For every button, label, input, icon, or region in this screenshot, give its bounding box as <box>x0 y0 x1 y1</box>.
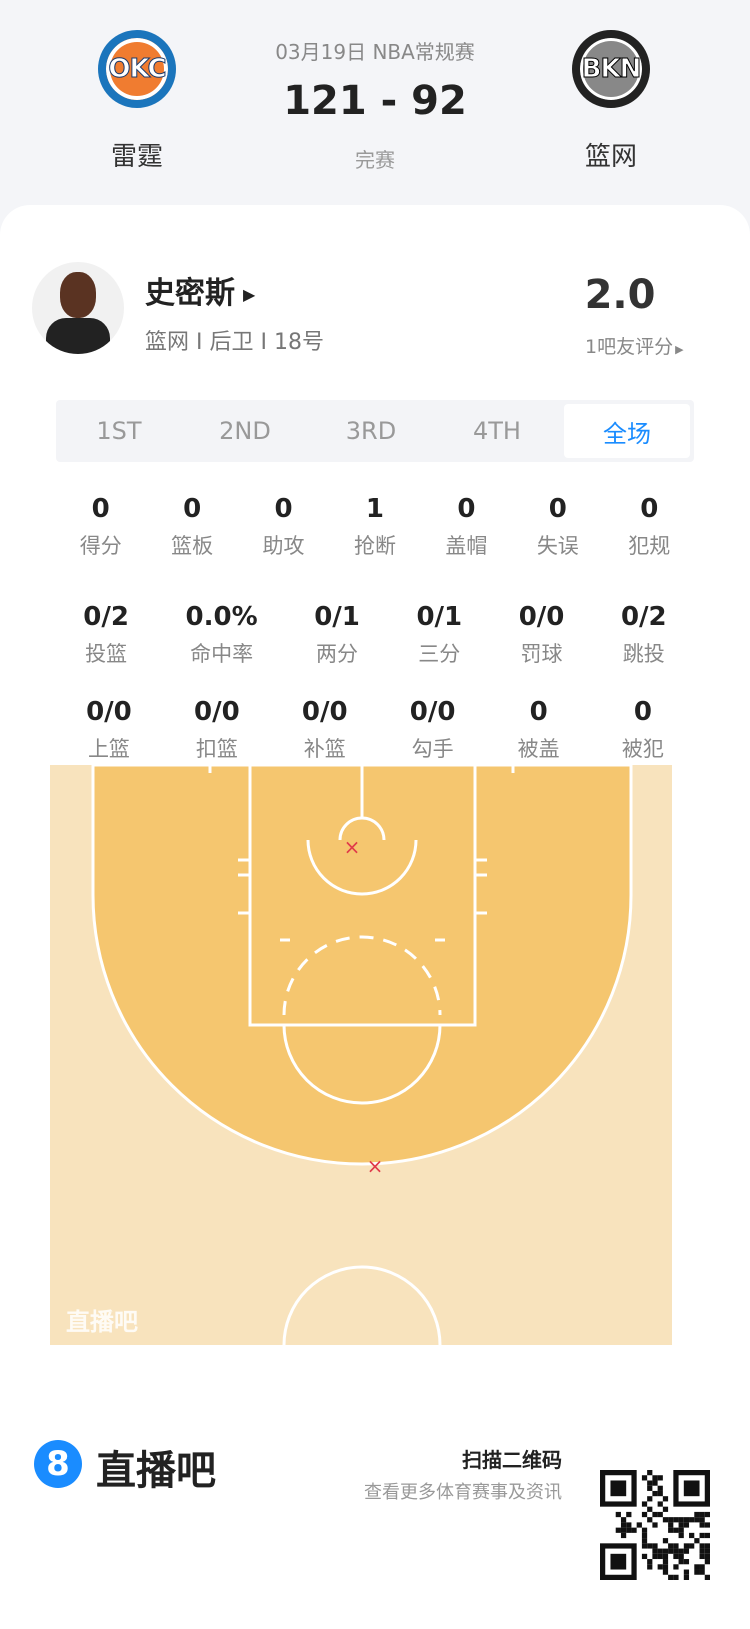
stat-label: 罚球 <box>520 642 563 666</box>
stat-命中率: 0.0% 命中率 <box>186 602 258 668</box>
stat-value: 0/0 <box>518 602 565 632</box>
scan-qr-description: 查看更多体育赛事及资讯 <box>364 1482 562 1503</box>
brand-name: 直播吧 <box>96 1448 216 1494</box>
stat-label: 抢断 <box>353 534 396 558</box>
stat-得分: 0 得分 <box>80 494 122 560</box>
stat-label: 命中率 <box>190 642 254 666</box>
bkn-team-logo[interactable]: BKN <box>572 30 650 108</box>
tab-4th[interactable]: 4TH <box>473 417 521 445</box>
stat-value: 0 <box>548 494 567 524</box>
game-date-league: 03月19日 NBA常规赛 <box>275 40 475 64</box>
stats-row-shot-types: 0/0 上篮 0/0 扣篮 0/0 补篮 0/0 勾手 0 被盖 0 被犯 <box>55 697 695 763</box>
stat-两分: 0/1 两分 <box>314 602 360 668</box>
stat-label: 三分 <box>418 642 461 666</box>
stats-row-shooting: 0/2 投篮 0.0% 命中率 0/1 两分 0/1 三分 0/0 罚球 0/2 跳投 <box>55 602 695 668</box>
stat-补篮: 0/0 补篮 <box>302 697 348 763</box>
stat-value: 0/0 <box>409 697 456 727</box>
player-avatar[interactable] <box>32 262 124 354</box>
stat-value: 0/1 <box>416 602 463 632</box>
tab-full-game[interactable]: 全场 <box>564 404 690 458</box>
stat-value: 0 <box>91 494 110 524</box>
watermark-logo: 直播吧 <box>66 1308 138 1336</box>
three-point-line <box>91 765 633 1166</box>
restricted-area <box>306 839 418 896</box>
stat-投篮: 0/2 投篮 <box>83 602 129 668</box>
free-throw-circle-dashed <box>282 935 442 1016</box>
stat-label: 犯规 <box>628 534 671 558</box>
stat-失误: 0 失误 <box>537 494 579 560</box>
stat-value: 0/2 <box>83 602 129 632</box>
stat-label: 补篮 <box>303 737 346 761</box>
stat-扣篮: 0/0 扣篮 <box>194 697 240 763</box>
stat-value: 0 <box>640 494 659 524</box>
shot-miss-marker: × <box>344 835 361 859</box>
stat-value: 0 <box>183 494 202 524</box>
player-info: 篮网 I 后卫 I 18号 <box>145 330 324 355</box>
stat-value: 0 <box>274 494 293 524</box>
stat-label: 勾手 <box>411 737 454 761</box>
stat-label: 失误 <box>536 534 579 558</box>
stat-label: 两分 <box>316 642 359 666</box>
paint-key <box>248 765 477 1027</box>
stat-勾手: 0/0 勾手 <box>410 697 456 763</box>
stat-value: 0 <box>529 697 548 727</box>
tab-2nd[interactable]: 2ND <box>219 417 271 445</box>
stat-label: 被犯 <box>621 737 664 761</box>
period-tabs: 1ST 2ND 3RD 4TH 全场 <box>56 400 694 462</box>
scan-qr-label: 扫描二维码 <box>462 1448 562 1472</box>
stat-label: 跳投 <box>622 642 665 666</box>
caret-right-icon: ▶ <box>243 285 256 304</box>
stat-犯规: 0 犯规 <box>628 494 670 560</box>
stat-篮板: 0 篮板 <box>171 494 213 560</box>
player-name-link[interactable]: 史密斯 ▶ <box>145 276 256 311</box>
shot-miss-marker: × <box>367 1154 384 1178</box>
tab-1st[interactable]: 1ST <box>96 417 142 445</box>
stat-label: 篮板 <box>171 534 214 558</box>
stat-value: 0/2 <box>620 602 667 632</box>
game-status: 完赛 <box>355 148 395 172</box>
shot-chart-court: 直播吧 × × <box>50 765 672 1345</box>
stat-value: 0.0% <box>185 602 258 632</box>
stat-被盖: 0 被盖 <box>518 697 560 763</box>
stat-label: 得分 <box>79 534 122 558</box>
stat-三分: 0/1 三分 <box>416 602 462 668</box>
stat-value: 0/0 <box>301 697 348 727</box>
caret-right-icon: ▶ <box>675 343 684 356</box>
lane-hash-marks <box>208 765 515 942</box>
stat-上篮: 0/0 上篮 <box>86 697 132 763</box>
brand-logo-icon: 8 <box>34 1440 82 1488</box>
home-team-name[interactable]: 雷霆 <box>110 142 163 172</box>
qr-code[interactable] <box>600 1470 710 1580</box>
free-throw-circle <box>282 1024 442 1105</box>
away-team-name[interactable]: 篮网 <box>584 142 637 172</box>
stat-label: 盖帽 <box>445 534 488 558</box>
stat-跳投: 0/2 跳投 <box>621 602 667 668</box>
stat-value: 0 <box>457 494 476 524</box>
center-circle <box>282 1265 442 1345</box>
okc-team-logo[interactable]: OKC <box>98 30 176 108</box>
stat-label: 投篮 <box>85 642 128 666</box>
stat-label: 助攻 <box>262 534 305 558</box>
stat-label: 上篮 <box>87 737 130 761</box>
stat-抢断: 1 抢断 <box>354 494 396 560</box>
rating-link[interactable]: 1吧友评分 ▶ <box>585 336 684 358</box>
stat-label: 扣篮 <box>195 737 238 761</box>
stat-盖帽: 0 盖帽 <box>445 494 487 560</box>
player-rating: 2.0 <box>584 272 656 318</box>
stat-罚球: 0/0 罚球 <box>519 602 565 668</box>
stats-row-basic: 0 得分 0 篮板 0 助攻 1 抢断 0 盖帽 0 失误 0 犯规 <box>55 494 695 560</box>
stat-被犯: 0 被犯 <box>622 697 664 763</box>
stat-value: 0/0 <box>193 697 240 727</box>
stat-value: 0 <box>633 697 652 727</box>
stat-label: 被盖 <box>517 737 560 761</box>
stat-value: 0/0 <box>86 697 132 727</box>
stat-助攻: 0 助攻 <box>263 494 305 560</box>
tab-3rd[interactable]: 3RD <box>345 417 397 445</box>
stat-value: 0/1 <box>314 602 360 632</box>
game-score: 121 - 92 <box>283 78 467 124</box>
stat-value: 1 <box>365 494 385 524</box>
